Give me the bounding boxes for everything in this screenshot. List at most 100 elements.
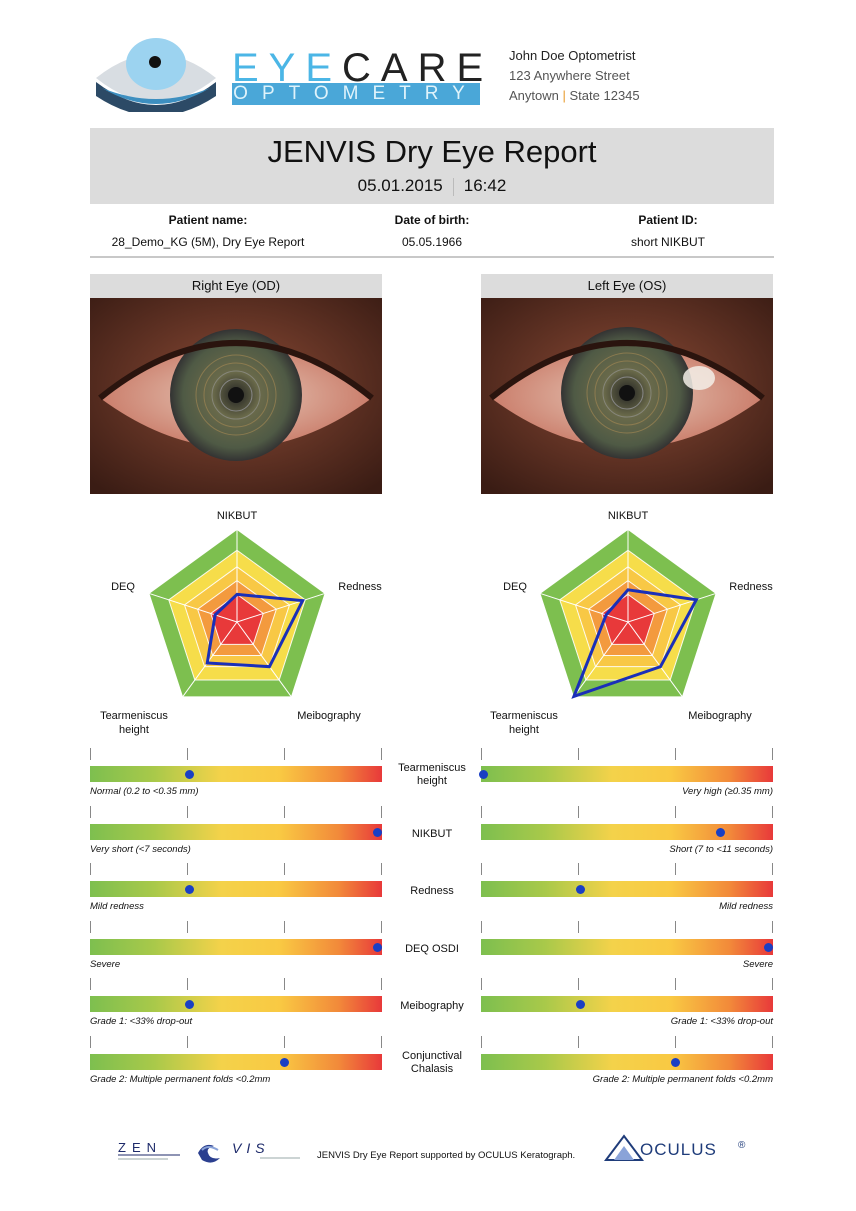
right-scale-track bbox=[90, 881, 382, 898]
left-eye-photo bbox=[481, 298, 773, 494]
left-scale-caption: Grade 1: <33% drop-out bbox=[670, 1016, 773, 1028]
left-scale-track bbox=[481, 766, 773, 782]
patient-id-label: Patient ID: bbox=[638, 213, 698, 227]
scale-label-5: Conjunctival Chalasis bbox=[402, 1050, 462, 1075]
right-radar-axis-4 bbox=[149, 593, 238, 623]
left-scale-track bbox=[481, 938, 773, 955]
patient-dob-value: 05.05.1966 bbox=[401, 235, 463, 249]
right-eye-photo bbox=[90, 298, 382, 494]
right-scale-tick bbox=[284, 805, 285, 818]
address-separator: | bbox=[562, 88, 566, 103]
right-scale-marker bbox=[185, 770, 194, 779]
left-scale-tick bbox=[578, 805, 579, 818]
left-scale-caption: Severe bbox=[742, 958, 773, 970]
left-scale-track bbox=[481, 823, 773, 840]
right-scale-tick bbox=[284, 920, 285, 933]
right-scale-tick bbox=[381, 748, 382, 760]
left-scale-caption: Mild redness bbox=[719, 901, 773, 913]
right-scale-tick bbox=[90, 863, 91, 876]
report-title: JENVIS Dry Eye Report bbox=[267, 134, 597, 169]
right-radar-label-nikbut: NIKBUT bbox=[216, 510, 258, 522]
left-scale-1: Short (7 to <11 seconds) bbox=[481, 805, 773, 856]
right-scale-caption: Grade 1: <33% drop-out bbox=[90, 1016, 193, 1028]
left-scale-tick bbox=[578, 1036, 579, 1048]
left-scale-caption: Very high (≥0.35 mm) bbox=[682, 786, 773, 797]
left-scale-4: Grade 1: <33% drop-out bbox=[481, 978, 773, 1028]
practice-name: John Doe Optometrist bbox=[509, 48, 636, 63]
left-scale-5: Grade 2: Multiple permanent folds <0.2mm bbox=[481, 1036, 773, 1086]
right-scale-tick bbox=[187, 805, 188, 818]
scale-label-4: Meibography bbox=[400, 1000, 464, 1013]
right-scale-tick bbox=[187, 1036, 188, 1048]
left-radar-gridline-0 bbox=[559, 549, 697, 681]
right-radar-gridline-2 bbox=[197, 579, 277, 656]
practice-logo bbox=[92, 36, 220, 116]
patient-id-value: short NIKBUT bbox=[630, 235, 705, 249]
right-scale-tick bbox=[187, 920, 188, 933]
left-scale-caption: Short (7 to <11 seconds) bbox=[669, 843, 773, 855]
left-scale-tick bbox=[772, 978, 773, 991]
zen-logo: ZEN bbox=[118, 1140, 182, 1164]
scale-label-3: DEQ OSDI bbox=[405, 942, 459, 955]
right-scale-3: Severe bbox=[90, 920, 382, 971]
left-scale-marker bbox=[716, 827, 725, 837]
right-scale-track bbox=[90, 766, 382, 782]
right-scale-marker bbox=[185, 1000, 194, 1010]
report-title-band: JENVIS Dry Eye Report 05.01.2015 16:42 bbox=[90, 128, 774, 204]
right-scale-track bbox=[90, 996, 382, 1013]
vis-logo: VIS bbox=[230, 1140, 302, 1164]
scale-label-1: NIKBUT bbox=[411, 827, 453, 840]
practice-state: State 12345 bbox=[569, 88, 640, 103]
patient-name-col: Patient name: 28_Demo_KG (5M), Dry Eye R… bbox=[90, 213, 326, 249]
left-scale-track bbox=[481, 1054, 773, 1070]
right-radar-gridline-0 bbox=[168, 549, 306, 681]
right-scale-tick bbox=[90, 978, 91, 991]
patient-name-value: 28_Demo_KG (5M), Dry Eye Report bbox=[111, 235, 305, 249]
right-scale-tick bbox=[187, 863, 188, 876]
report-time: 16:42 bbox=[463, 176, 507, 195]
right-radar-gridline-3 bbox=[210, 593, 264, 645]
left-radar-label-tearmeniscus: Tearmeniscus height bbox=[490, 710, 558, 736]
report-datetime: 05.01.2015 16:42 bbox=[90, 176, 774, 196]
right-scale-tick bbox=[381, 863, 382, 876]
left-scale-tick bbox=[481, 1036, 482, 1048]
left-radar-axis-3 bbox=[573, 621, 629, 697]
right-scale-caption: Grade 2: Multiple permanent folds <0.2mm bbox=[90, 1074, 271, 1085]
right-scale-tick bbox=[90, 805, 91, 818]
left-radar-label-nikbut: NIKBUT bbox=[607, 510, 649, 522]
left-scale-tick bbox=[675, 978, 676, 991]
oculus-wordmark: OCULUS bbox=[640, 1140, 717, 1159]
left-radar-axis-1 bbox=[627, 593, 716, 623]
left-scale-tick bbox=[772, 748, 773, 760]
left-scale-tick bbox=[675, 805, 676, 818]
left-scale-tick bbox=[481, 805, 482, 818]
right-scale-1: Very short (<7 seconds) bbox=[90, 805, 382, 856]
right-scale-tick bbox=[381, 805, 382, 818]
left-scale-3: Severe bbox=[481, 920, 773, 971]
left-radar-label-meibography: Meibography bbox=[688, 710, 752, 722]
left-scale-0: Very high (≥0.35 mm) bbox=[479, 748, 773, 798]
right-scale-marker bbox=[280, 1058, 289, 1067]
oculus-registered-mark: ® bbox=[738, 1140, 746, 1151]
right-scale-5: Grade 2: Multiple permanent folds <0.2mm bbox=[90, 1036, 382, 1086]
left-scale-tick bbox=[481, 978, 482, 991]
swirl-logo-icon bbox=[194, 1140, 224, 1166]
left-scale-marker bbox=[576, 1000, 585, 1010]
left-scale-tick bbox=[481, 863, 482, 876]
report-date: 05.01.2015 bbox=[357, 176, 443, 195]
right-scale-tick bbox=[381, 978, 382, 991]
left-scale-caption: Grade 2: Multiple permanent folds <0.2mm bbox=[592, 1074, 773, 1085]
right-radar-label-redness: Redness bbox=[338, 581, 382, 593]
right-scale-tick bbox=[90, 920, 91, 933]
patient-name-label: Patient name: bbox=[168, 213, 248, 227]
oculus-logo: OCULUS ® bbox=[604, 1134, 754, 1164]
brand-eye-text: EYE bbox=[232, 46, 343, 90]
left-scale-tick bbox=[578, 978, 579, 991]
right-scale-tick bbox=[187, 748, 188, 760]
left-scale-tick bbox=[675, 1036, 676, 1048]
right-scale-track bbox=[90, 1054, 382, 1070]
left-scale-tick bbox=[675, 920, 676, 933]
right-radar-chart bbox=[149, 530, 325, 697]
right-scale-track bbox=[90, 938, 382, 955]
right-scale-caption: Mild redness bbox=[90, 901, 144, 913]
